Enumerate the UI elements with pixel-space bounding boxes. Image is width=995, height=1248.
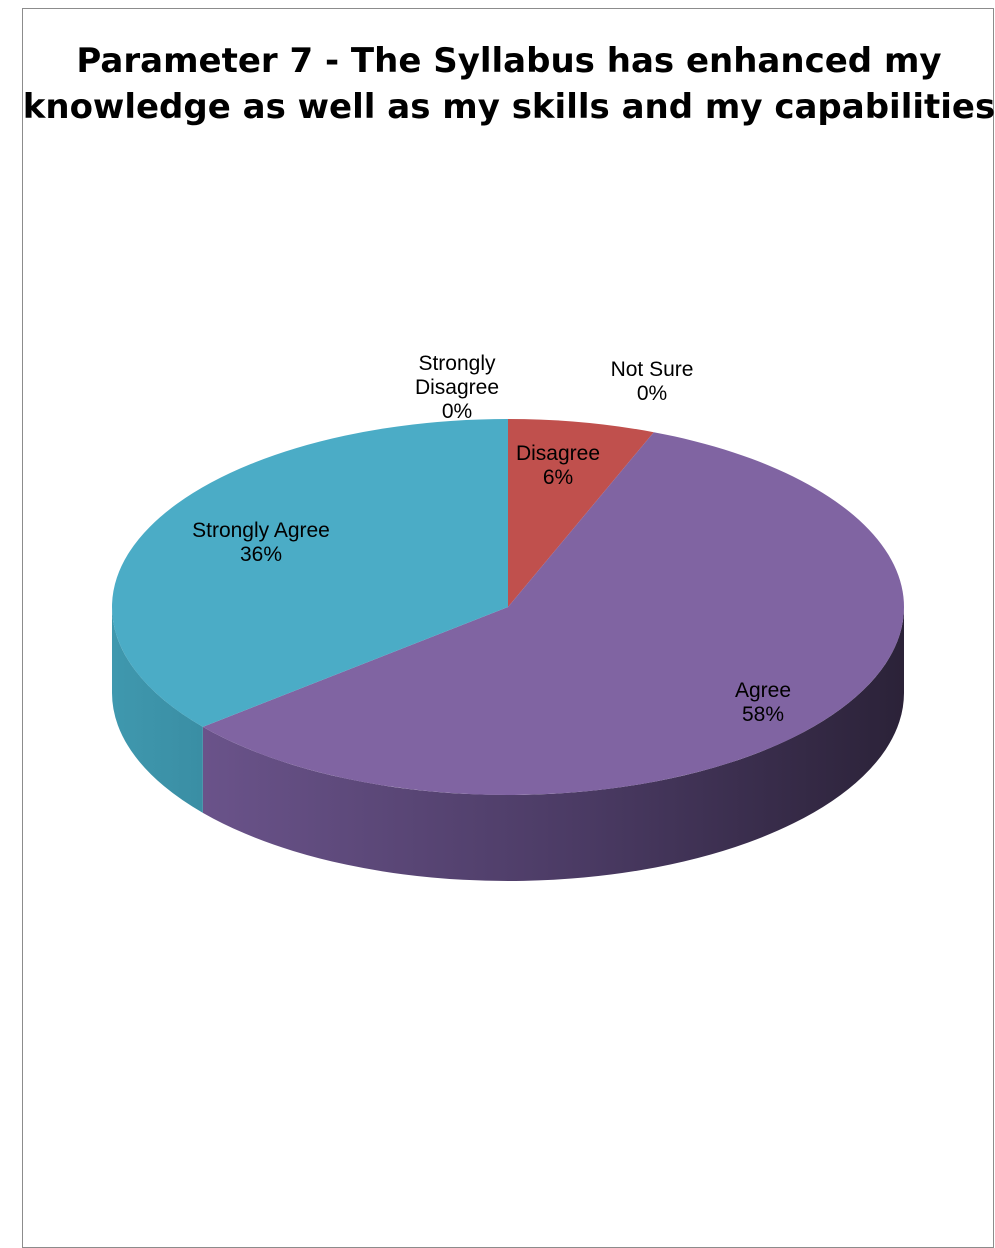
pie-side-4 bbox=[112, 607, 203, 813]
pie-label-value: 0% bbox=[637, 382, 667, 405]
pie-label-text: Disagree bbox=[516, 442, 600, 465]
pie-label-1: Disagree 6% bbox=[516, 442, 600, 489]
pie-label-value: 36% bbox=[240, 543, 282, 566]
pie-label-text: Strongly Agree bbox=[192, 519, 330, 542]
pie-labels: Strongly Disagree 0%Disagree 6%Not Sure 0%Ag… bbox=[192, 352, 791, 726]
pie-label-3: Agree 58% bbox=[735, 679, 791, 726]
pie-label-0: Strongly Disagree 0% bbox=[415, 352, 499, 423]
pie-slice-4 bbox=[112, 419, 509, 727]
pie-label-text: Not Sure bbox=[611, 358, 694, 381]
pie-label-text: Agree bbox=[735, 679, 791, 702]
pie-sides bbox=[112, 607, 904, 881]
pie-label-value: 58% bbox=[742, 703, 784, 726]
chart-title-line-1: Parameter 7 - The Syllabus has enhanced … bbox=[76, 41, 942, 81]
pie-label-value: 0% bbox=[442, 400, 472, 423]
pie-slice-3 bbox=[202, 432, 905, 796]
pie-slice-1 bbox=[508, 419, 654, 607]
pie-label-value: 6% bbox=[543, 466, 573, 489]
pie-label-text: Strongly bbox=[418, 352, 496, 375]
pie-slices bbox=[112, 419, 905, 796]
pie-label-2: Not Sure 0% bbox=[611, 358, 694, 405]
pie-side-3 bbox=[202, 607, 904, 881]
pie-label-text: Disagree bbox=[415, 376, 499, 399]
chart-title-line-2: knowledge as well as my skills and my ca… bbox=[22, 87, 995, 127]
pie-chart: Strongly Disagree 0%Disagree 6%Not Sure 0%Ag… bbox=[112, 352, 905, 881]
chart-title: Parameter 7 - The Syllabus has enhanced … bbox=[0, 38, 995, 130]
pie-label-4: Strongly Agree 36% bbox=[192, 519, 330, 566]
